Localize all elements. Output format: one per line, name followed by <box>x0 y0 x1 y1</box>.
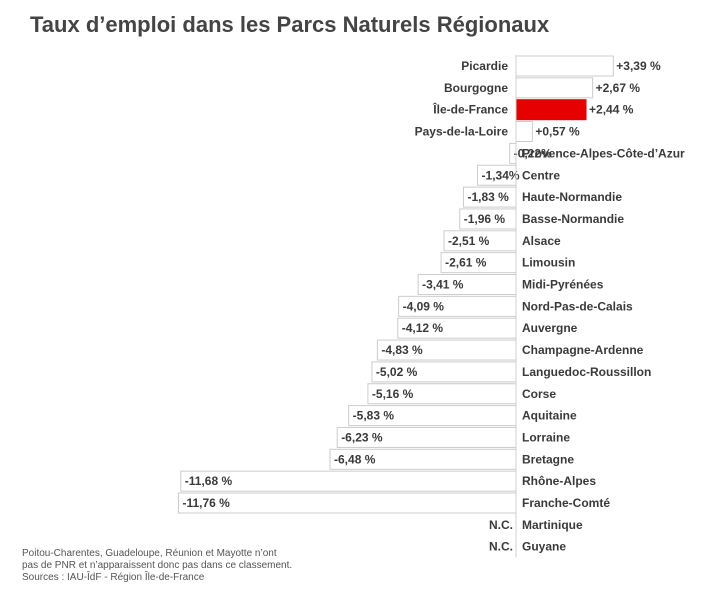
category-label: Languedoc-Roussillon <box>522 365 651 379</box>
category-label: Champagne-Ardenne <box>522 343 644 357</box>
value-label: +2,44 % <box>589 103 634 117</box>
category-label: Bretagne <box>522 452 574 466</box>
category-label: Centre <box>522 168 560 182</box>
note-line: pas de PNR et n’apparaissent donc pas da… <box>22 560 293 571</box>
value-label: -1,83 % <box>467 190 509 204</box>
value-label: -11,68 % <box>185 474 233 488</box>
bar <box>515 77 594 99</box>
value-label: -6,23 % <box>341 430 383 444</box>
value-label: -6,48 % <box>334 452 376 466</box>
category-label: Limousin <box>522 256 575 270</box>
category-label: Auvergne <box>522 321 578 335</box>
category-label: Pays-de-la-Loire <box>415 125 509 139</box>
value-label: +3,39 % <box>616 59 661 73</box>
value-label: -2,61 % <box>445 256 487 270</box>
category-label: Martinique <box>522 518 583 532</box>
category-label: Nord-Pas-de-Calais <box>522 299 633 313</box>
value-label: -5,02 % <box>376 365 418 379</box>
bar <box>515 121 533 143</box>
bar <box>515 99 587 121</box>
category-label: Picardie <box>461 59 508 73</box>
value-label: -5,83 % <box>353 409 395 423</box>
value-label: N.C. <box>489 518 513 532</box>
category-label: Alsace <box>522 234 561 248</box>
bar <box>515 55 614 77</box>
note-line: Sources : IAU-ÎdF - Région Île-de-France <box>22 572 205 583</box>
value-label: -1,96 % <box>464 212 506 226</box>
value-label: -0,22% <box>514 146 552 160</box>
category-label: Rhône-Alpes <box>522 474 596 488</box>
note-line: Poitou-Charentes, Guadeloupe, Réunion et… <box>22 548 277 559</box>
chart-title: Taux d’emploi dans les Parcs Naturels Ré… <box>30 12 550 37</box>
category-label: Aquitaine <box>522 409 577 423</box>
category-label: Guyane <box>522 540 566 554</box>
value-label: -2,51 % <box>448 234 490 248</box>
category-label: Midi-Pyrénées <box>522 278 604 292</box>
value-label: -4,09 % <box>403 299 445 313</box>
category-label: Île-de-France <box>432 102 508 117</box>
category-label: Basse-Normandie <box>522 212 624 226</box>
value-label: -3,41 % <box>422 278 464 292</box>
category-label: Bourgogne <box>444 81 508 95</box>
value-label: -5,16 % <box>372 387 414 401</box>
category-label: Provence-Alpes-Côte-d’Azur <box>522 146 685 160</box>
category-label: Corse <box>522 387 556 401</box>
value-label: N.C. <box>489 540 513 554</box>
value-label: -4,12 % <box>402 321 444 335</box>
value-label: -11,76 % <box>182 496 230 510</box>
value-label: +0,57 % <box>535 125 580 139</box>
chart-notes: Poitou-Charentes, Guadeloupe, Réunion et… <box>22 548 292 584</box>
value-label: -1,34% <box>482 168 520 182</box>
category-label: Haute-Normandie <box>522 190 622 204</box>
category-label: Franche-Comté <box>522 496 610 510</box>
category-label: Lorraine <box>522 430 570 444</box>
value-label: +2,67 % <box>596 81 641 95</box>
value-label: -4,83 % <box>381 343 423 357</box>
